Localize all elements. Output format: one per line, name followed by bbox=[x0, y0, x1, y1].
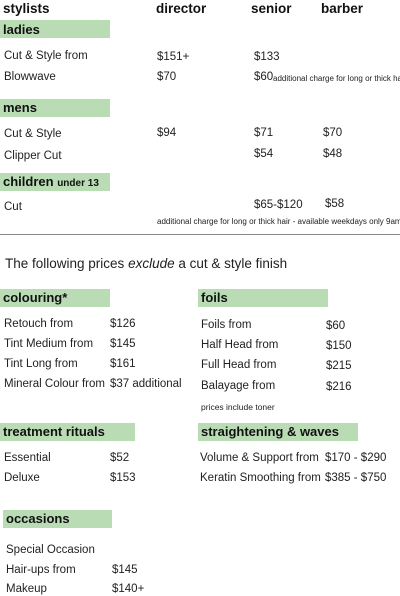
ladies-row-name: Cut & Style from bbox=[4, 50, 88, 62]
column-header-director: director bbox=[156, 1, 207, 16]
foils-row-price: $60 bbox=[326, 320, 346, 332]
occasions-row-price: $145 bbox=[112, 564, 138, 576]
occasions-row-name: Hair-ups from bbox=[6, 564, 76, 576]
section-bar-occasions: occasions bbox=[3, 510, 112, 528]
foils-row-name: Half Head from bbox=[201, 339, 279, 351]
colouring-row-name: Mineral Colour from bbox=[4, 378, 105, 390]
treatment-row-name: Essential bbox=[4, 452, 51, 464]
children-row-barber-price: $58 bbox=[325, 198, 345, 210]
foils-row-price: $215 bbox=[326, 360, 352, 372]
straightening-row-name: Keratin Smoothing from bbox=[200, 472, 321, 484]
treatment-row-price: $153 bbox=[110, 472, 136, 484]
foils-row-price: $216 bbox=[326, 381, 352, 393]
mens-row-name: Clipper Cut bbox=[4, 150, 62, 162]
section-bar-treatment-rituals: treatment rituals bbox=[0, 423, 135, 441]
intro-text: The following prices exclude a cut & sty… bbox=[5, 256, 288, 271]
occasions-row-name: Makeup bbox=[6, 583, 47, 595]
mens-row-senior-price: $54 bbox=[254, 148, 274, 160]
ladies-row-director-price: $151+ bbox=[157, 51, 190, 63]
mens-row-barber-price: $70 bbox=[323, 127, 343, 139]
treatment-row-name: Deluxe bbox=[4, 472, 40, 484]
occasions-row-price: $140+ bbox=[112, 583, 145, 595]
ladies-row-note: additional charge for long or thick hair bbox=[273, 74, 400, 83]
section-title-foils: foils bbox=[201, 290, 228, 305]
section-title-ladies: ladies bbox=[3, 22, 40, 37]
ladies-row-senior-price: $133 bbox=[254, 51, 280, 63]
foils-row-price: $150 bbox=[326, 340, 352, 352]
straightening-row-price: $385 - $750 bbox=[325, 472, 387, 484]
section-bar-mens: mens bbox=[0, 99, 110, 117]
foils-note: prices include toner bbox=[201, 402, 275, 412]
section-title-straightening-waves: straightening & waves bbox=[201, 424, 339, 439]
ladies-row-name: Blowwave bbox=[4, 71, 56, 83]
section-title-colouring: colouring* bbox=[3, 290, 68, 305]
treatment-row-price: $52 bbox=[110, 452, 130, 464]
ladies-row-senior-price: $60 bbox=[254, 71, 274, 83]
column-header-stylists: stylists bbox=[3, 1, 50, 16]
colouring-row-price: $37 additional bbox=[110, 378, 182, 390]
section-bar-children: children under 13 bbox=[0, 173, 110, 191]
straightening-row-price: $170 - $290 bbox=[325, 452, 387, 464]
section-bar-ladies: ladies bbox=[0, 20, 110, 38]
ladies-row-director-price: $70 bbox=[157, 71, 177, 83]
straightening-row-name: Volume & Support from bbox=[200, 452, 319, 464]
section-bar-straightening-waves: straightening & waves bbox=[198, 423, 358, 441]
occasions-row-name: Special Occasion bbox=[6, 544, 95, 556]
colouring-row-name: Retouch from bbox=[4, 318, 74, 330]
section-title-occasions: occasions bbox=[6, 511, 70, 526]
colouring-row-name: Tint Long from bbox=[4, 358, 78, 370]
colouring-row-name: Tint Medium from bbox=[4, 338, 94, 350]
section-title-children-label: children bbox=[3, 174, 54, 189]
mens-row-name: Cut & Style bbox=[4, 128, 62, 140]
column-header-barber: barber bbox=[321, 1, 364, 16]
section-bar-foils: foils bbox=[198, 289, 328, 307]
mens-row-senior-price: $71 bbox=[254, 127, 274, 139]
colouring-row-price: $161 bbox=[110, 358, 136, 370]
column-header-senior: senior bbox=[251, 1, 292, 16]
mens-row-barber-price: $48 bbox=[323, 148, 343, 160]
foils-row-name: Full Head from bbox=[201, 359, 277, 371]
mens-row-director-price: $94 bbox=[157, 127, 177, 139]
section-title-children: children under 13 bbox=[3, 174, 99, 189]
section-title-children-subtitle: under 13 bbox=[57, 178, 99, 189]
colouring-row-price: $126 bbox=[110, 318, 136, 330]
children-note: additional charge for long or thick hair… bbox=[157, 217, 400, 226]
colouring-row-price: $145 bbox=[110, 338, 136, 350]
section-title-treatment-rituals: treatment rituals bbox=[3, 424, 105, 439]
section-title-mens: mens bbox=[3, 100, 37, 115]
children-row-name: Cut bbox=[4, 201, 22, 213]
foils-row-name: Foils from bbox=[201, 319, 252, 331]
children-row-senior-price: $65-$120 bbox=[254, 199, 303, 211]
foils-row-name: Balayage from bbox=[201, 380, 276, 392]
section-bar-colouring: colouring* bbox=[0, 289, 110, 307]
section-divider bbox=[0, 234, 400, 235]
